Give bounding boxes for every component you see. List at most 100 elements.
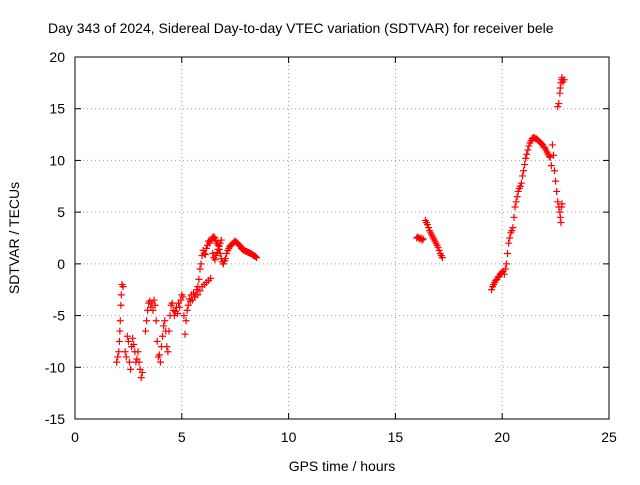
data-point xyxy=(135,358,143,366)
data-point xyxy=(168,299,176,307)
data-point xyxy=(556,213,564,221)
data-point xyxy=(165,327,173,335)
data-point xyxy=(117,291,125,299)
data-point xyxy=(512,198,520,206)
y-tick-label: -15 xyxy=(45,411,65,427)
data-point xyxy=(510,213,518,221)
data-point xyxy=(176,303,184,311)
data-point xyxy=(520,167,528,175)
data-point xyxy=(161,317,169,325)
data-point xyxy=(211,234,219,242)
data-point xyxy=(504,250,512,258)
data-point xyxy=(115,337,123,345)
data-point xyxy=(143,317,151,325)
data-series-seg10 xyxy=(554,74,568,111)
data-point xyxy=(505,239,513,247)
data-point xyxy=(423,221,431,229)
data-point xyxy=(196,287,204,295)
data-point xyxy=(125,358,133,366)
data-series-seg6 xyxy=(209,236,225,264)
data-series-seg7 xyxy=(413,233,427,244)
y-axis-label: SDTVAR / TECUs xyxy=(6,182,22,294)
data-point xyxy=(207,274,215,282)
data-point xyxy=(114,353,122,361)
data-point xyxy=(502,260,510,268)
data-point xyxy=(116,327,124,335)
data-point xyxy=(206,239,214,247)
data-point xyxy=(555,100,563,108)
data-point xyxy=(160,322,168,330)
data-point xyxy=(525,142,533,150)
data-point xyxy=(117,301,125,309)
data-series-seg9 xyxy=(488,134,566,294)
x-tick-label: 0 xyxy=(71,429,79,445)
data-point xyxy=(435,246,443,254)
data-point xyxy=(509,224,517,232)
data-point xyxy=(216,239,224,247)
data-point xyxy=(521,161,529,169)
data-point xyxy=(523,150,531,158)
data-series-seg1 xyxy=(113,281,127,366)
data-point xyxy=(137,374,145,382)
data-point xyxy=(151,301,159,309)
data-point xyxy=(547,162,555,170)
data-point xyxy=(516,182,524,190)
y-tick-label: 10 xyxy=(49,152,65,168)
data-point xyxy=(122,353,130,361)
y-tick-label: 5 xyxy=(57,204,65,220)
grid-lines xyxy=(75,57,609,419)
data-point xyxy=(419,235,427,243)
plot-frame xyxy=(74,56,610,420)
data-point xyxy=(210,233,218,241)
data-point xyxy=(548,141,556,149)
data-point xyxy=(418,236,426,244)
data-point xyxy=(156,358,164,366)
data-point xyxy=(553,187,561,195)
data-point xyxy=(179,293,187,301)
data-point xyxy=(558,200,566,208)
data-point xyxy=(155,351,163,359)
data-point xyxy=(116,317,124,325)
data-point xyxy=(124,337,132,345)
data-point xyxy=(134,348,142,356)
data-point xyxy=(213,248,221,256)
data-point xyxy=(152,317,160,325)
x-tick-label: 20 xyxy=(494,429,510,445)
data-point xyxy=(500,270,508,278)
data-point xyxy=(488,286,496,294)
data-point xyxy=(180,312,188,320)
data-point xyxy=(200,250,208,258)
data-point xyxy=(551,167,559,175)
data-point xyxy=(202,244,210,252)
data-point xyxy=(127,365,135,373)
data-point xyxy=(123,332,131,340)
data-point xyxy=(216,250,224,258)
data-point xyxy=(196,265,204,273)
data-point xyxy=(501,265,509,273)
data-point xyxy=(193,286,201,294)
data-point xyxy=(545,152,553,160)
data-point xyxy=(522,154,530,162)
data-point xyxy=(514,187,522,195)
data-point xyxy=(141,327,149,335)
data-point xyxy=(434,243,442,251)
y-tick-label: -10 xyxy=(45,359,65,375)
data-point xyxy=(129,334,137,342)
data-point xyxy=(524,146,532,154)
y-tick-label: 0 xyxy=(57,256,65,272)
data-point xyxy=(222,255,230,263)
axis-ticks: 0 5 10 15 20 25 -15 -10 -5 0 5 10 15 20 xyxy=(45,49,617,445)
x-tick-label: 15 xyxy=(388,429,404,445)
data-point xyxy=(159,332,167,340)
data-series-seg4 xyxy=(194,274,215,299)
data-series-seg3 xyxy=(141,236,215,366)
x-tick-label: 25 xyxy=(601,429,617,445)
data-point xyxy=(251,253,259,261)
data-series-seg2 xyxy=(121,332,146,382)
data-point xyxy=(518,172,526,180)
data-point xyxy=(174,310,182,318)
y-tick-label: -5 xyxy=(53,308,66,324)
data-point xyxy=(215,242,223,250)
